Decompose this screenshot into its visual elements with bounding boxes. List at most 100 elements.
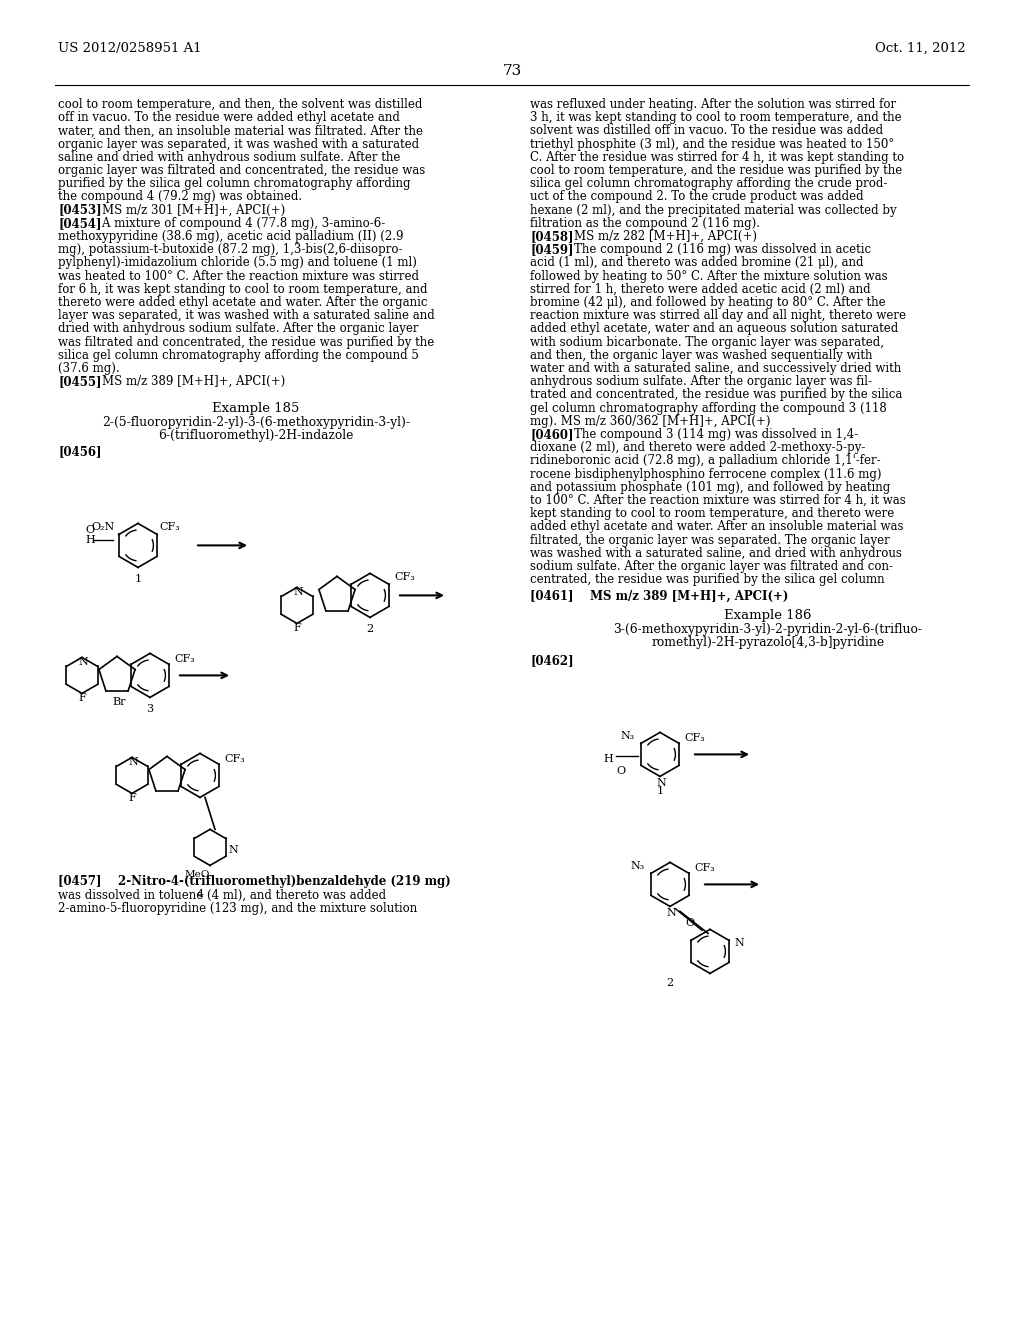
Text: dried with anhydrous sodium sulfate. After the organic layer: dried with anhydrous sodium sulfate. Aft… [58,322,419,335]
Text: pylphenyl)-imidazolium chloride (5.5 mg) and toluene (1 ml): pylphenyl)-imidazolium chloride (5.5 mg)… [58,256,417,269]
Text: water and with a saturated saline, and successively dried with: water and with a saturated saline, and s… [530,362,901,375]
Text: N: N [78,657,88,668]
Text: uct of the compound 2. To the crude product was added: uct of the compound 2. To the crude prod… [530,190,863,203]
Text: solvent was distilled off in vacuo. To the residue was added: solvent was distilled off in vacuo. To t… [530,124,883,137]
Text: [0462]: [0462] [530,655,573,668]
Text: N: N [666,908,676,919]
Text: N: N [293,587,303,598]
Text: cool to room temperature, and the residue was purified by the: cool to room temperature, and the residu… [530,164,902,177]
Text: was filtrated and concentrated, the residue was purified by the: was filtrated and concentrated, the resi… [58,335,434,348]
Text: F: F [128,793,136,804]
Text: organic layer was separated, it was washed with a saturated: organic layer was separated, it was wash… [58,137,419,150]
Text: was refluxed under heating. After the solution was stirred for: was refluxed under heating. After the so… [530,98,896,111]
Text: 6-(trifluoromethyl)-2H-indazole: 6-(trifluoromethyl)-2H-indazole [159,429,353,442]
Text: filtration as the compound 2 (116 mg).: filtration as the compound 2 (116 mg). [530,216,760,230]
Text: Example 186: Example 186 [724,610,812,623]
Text: [0453]: [0453] [58,203,101,216]
Text: [0461]    MS m/z 389 [M+H]+, APCI(+): [0461] MS m/z 389 [M+H]+, APCI(+) [530,590,788,602]
Text: 3: 3 [146,705,154,714]
Text: [0456]: [0456] [58,445,101,458]
Text: CF₃: CF₃ [684,734,705,743]
Text: US 2012/0258951 A1: US 2012/0258951 A1 [58,42,202,55]
Text: acid (1 ml), and thereto was added bromine (21 μl), and: acid (1 ml), and thereto was added bromi… [530,256,863,269]
Text: rocene bisdiphenylphosphino ferrocene complex (11.6 mg): rocene bisdiphenylphosphino ferrocene co… [530,467,882,480]
Text: mg), potassium-t-butoxide (87.2 mg), 1,3-bis(2,6-diisopro-: mg), potassium-t-butoxide (87.2 mg), 1,3… [58,243,402,256]
Text: Br: Br [112,697,126,708]
Text: cool to room temperature, and then, the solvent was distilled: cool to room temperature, and then, the … [58,98,422,111]
Text: N: N [128,758,138,767]
Text: O₂N: O₂N [91,523,115,532]
Text: anhydrous sodium sulfate. After the organic layer was fil-: anhydrous sodium sulfate. After the orga… [530,375,872,388]
Text: [0460]: [0460] [530,428,573,441]
Text: 2-(5-fluoropyridin-2-yl)-3-(6-methoxypyridin-3-yl)-: 2-(5-fluoropyridin-2-yl)-3-(6-methoxypyr… [102,416,410,429]
Text: A mixture of compound 4 (77.8 mg), 3-amino-6-: A mixture of compound 4 (77.8 mg), 3-ami… [87,216,385,230]
Text: methoxypyridine (38.6 mg), acetic acid palladium (II) (2.9: methoxypyridine (38.6 mg), acetic acid p… [58,230,403,243]
Text: saline and dried with anhydrous sodium sulfate. After the: saline and dried with anhydrous sodium s… [58,150,400,164]
Text: N₃: N₃ [630,862,644,871]
Text: triethyl phosphite (3 ml), and the residue was heated to 150°: triethyl phosphite (3 ml), and the resid… [530,137,894,150]
Text: ridineboronic acid (72.8 mg), a palladium chloride 1,1'-fer-: ridineboronic acid (72.8 mg), a palladiu… [530,454,881,467]
Text: 2: 2 [667,978,674,989]
Text: CF₃: CF₃ [694,863,715,874]
Text: CF₃: CF₃ [174,655,195,664]
Text: 3 h, it was kept standing to cool to room temperature, and the: 3 h, it was kept standing to cool to roo… [530,111,901,124]
Text: [0455]: [0455] [58,375,101,388]
Text: organic layer was filtrated and concentrated, the residue was: organic layer was filtrated and concentr… [58,164,425,177]
Text: [0457]    2-Nitro-4-(trifluoromethyl)benzaldehyde (219 mg): [0457] 2-Nitro-4-(trifluoromethyl)benzal… [58,875,451,888]
Text: N: N [228,845,238,855]
Text: 3-(6-methoxypyridin-3-yl)-2-pyridin-2-yl-6-(trifluo-: 3-(6-methoxypyridin-3-yl)-2-pyridin-2-yl… [613,623,923,636]
Text: gel column chromatography affording the compound 3 (118: gel column chromatography affording the … [530,401,887,414]
Text: MS m/z 389 [M+H]+, APCI(+): MS m/z 389 [M+H]+, APCI(+) [87,375,285,388]
Text: O: O [685,919,694,928]
Text: with sodium bicarbonate. The organic layer was separated,: with sodium bicarbonate. The organic lay… [530,335,884,348]
Text: and then, the organic layer was washed sequentially with: and then, the organic layer was washed s… [530,348,872,362]
Text: F: F [78,693,86,704]
Text: F: F [293,623,301,634]
Text: (37.6 mg).: (37.6 mg). [58,362,120,375]
Text: MeO: MeO [185,870,210,879]
Text: filtrated, the organic layer was separated. The organic layer: filtrated, the organic layer was separat… [530,533,890,546]
Text: thereto were added ethyl acetate and water. After the organic: thereto were added ethyl acetate and wat… [58,296,427,309]
Text: the compound 4 (79.2 mg) was obtained.: the compound 4 (79.2 mg) was obtained. [58,190,302,203]
Text: Example 185: Example 185 [212,403,300,416]
Text: water, and then, an insoluble material was filtrated. After the: water, and then, an insoluble material w… [58,124,423,137]
Text: reaction mixture was stirred all day and all night, thereto were: reaction mixture was stirred all day and… [530,309,906,322]
Text: off in vacuo. To the residue were added ethyl acetate and: off in vacuo. To the residue were added … [58,111,400,124]
Text: CF₃: CF₃ [224,755,245,764]
Text: The compound 2 (116 mg) was dissolved in acetic: The compound 2 (116 mg) was dissolved in… [559,243,871,256]
Text: was dissolved in toluene (4 ml), and thereto was added: was dissolved in toluene (4 ml), and the… [58,888,386,902]
Text: [0459]: [0459] [530,243,573,256]
Text: was heated to 100° C. After the reaction mixture was stirred: was heated to 100° C. After the reaction… [58,269,419,282]
Text: C. After the residue was stirred for 4 h, it was kept standing to: C. After the residue was stirred for 4 h… [530,150,904,164]
Text: romethyl)-2H-pyrazolo[4,3-b]pyridine: romethyl)-2H-pyrazolo[4,3-b]pyridine [651,636,885,649]
Text: dioxane (2 ml), and thereto were added 2-methoxy-5-py-: dioxane (2 ml), and thereto were added 2… [530,441,865,454]
Text: N: N [656,779,666,788]
Text: purified by the silica gel column chromatography affording: purified by the silica gel column chroma… [58,177,411,190]
Text: 4: 4 [197,890,204,899]
Text: Oct. 11, 2012: Oct. 11, 2012 [876,42,966,55]
Text: [0454]: [0454] [58,216,101,230]
Text: hexane (2 ml), and the precipitated material was collected by: hexane (2 ml), and the precipitated mate… [530,203,897,216]
Text: N₃: N₃ [620,731,634,742]
Text: sodium sulfate. After the organic layer was filtrated and con-: sodium sulfate. After the organic layer … [530,560,893,573]
Text: silica gel column chromatography affording the compound 5: silica gel column chromatography affordi… [58,348,419,362]
Text: [0458]: [0458] [530,230,573,243]
Text: 2: 2 [367,624,374,635]
Text: The compound 3 (114 mg) was dissolved in 1,4-: The compound 3 (114 mg) was dissolved in… [559,428,858,441]
Text: added ethyl acetate, water and an aqueous solution saturated: added ethyl acetate, water and an aqueou… [530,322,898,335]
Text: silica gel column chromatography affording the crude prod-: silica gel column chromatography affordi… [530,177,888,190]
Text: N: N [734,939,743,948]
Text: H: H [603,755,612,764]
Text: and potassium phosphate (101 mg), and followed by heating: and potassium phosphate (101 mg), and fo… [530,480,890,494]
Text: trated and concentrated, the residue was purified by the silica: trated and concentrated, the residue was… [530,388,902,401]
Text: added ethyl acetate and water. After an insoluble material was: added ethyl acetate and water. After an … [530,520,903,533]
Text: CF₃: CF₃ [394,573,415,582]
Text: MS m/z 301 [M+H]+, APCI(+): MS m/z 301 [M+H]+, APCI(+) [87,203,285,216]
Text: O: O [85,525,94,536]
Text: MS m/z 282 [M+H]+, APCI(+): MS m/z 282 [M+H]+, APCI(+) [559,230,757,243]
Text: was washed with a saturated saline, and dried with anhydrous: was washed with a saturated saline, and … [530,546,902,560]
Text: bromine (42 μl), and followed by heating to 80° C. After the: bromine (42 μl), and followed by heating… [530,296,886,309]
Text: to 100° C. After the reaction mixture was stirred for 4 h, it was: to 100° C. After the reaction mixture wa… [530,494,906,507]
Text: for 6 h, it was kept standing to cool to room temperature, and: for 6 h, it was kept standing to cool to… [58,282,427,296]
Text: followed by heating to 50° C. After the mixture solution was: followed by heating to 50° C. After the … [530,269,888,282]
